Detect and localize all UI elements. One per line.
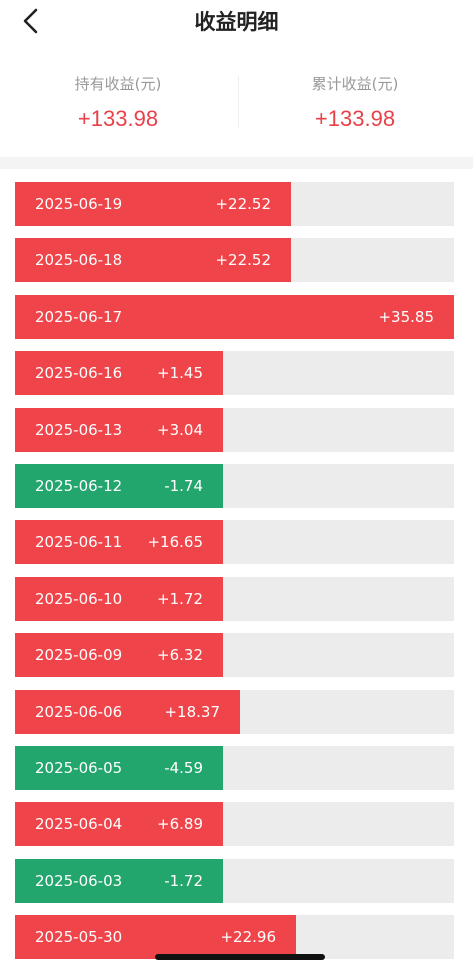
row-date: 2025-06-17 — [35, 307, 123, 326]
total-earnings: 累计收益(元) +133.98 — [237, 64, 473, 132]
row-date: 2025-06-18 — [35, 251, 123, 270]
earnings-row[interactable]: 2025-05-30 +22.96 — [15, 915, 454, 960]
earnings-row[interactable]: 2025-06-12 -1.74 — [15, 463, 454, 508]
holding-earnings-value: +133.98 — [77, 106, 159, 131]
row-date: 2025-06-10 — [35, 589, 123, 608]
earnings-bar: 2025-05-30 +22.96 — [15, 915, 296, 960]
earnings-bar: 2025-06-05 -4.59 — [15, 745, 223, 790]
earnings-bar: 2025-06-17 +35.85 — [15, 294, 454, 339]
summary-divider — [238, 76, 239, 128]
holding-earnings: 持有收益(元) +133.98 — [0, 64, 236, 132]
earnings-row[interactable]: 2025-06-05 -4.59 — [15, 745, 454, 790]
earnings-bar: 2025-06-19 +22.52 — [15, 182, 291, 226]
row-date: 2025-06-12 — [35, 476, 123, 495]
holding-earnings-label: 持有收益(元) — [74, 75, 162, 93]
earnings-list: 2025-06-19 +22.52 2025-06-18 +22.52 2025-06-… — [15, 182, 454, 971]
earnings-row[interactable]: 2025-06-18 +22.52 — [15, 238, 454, 283]
row-date: 2025-06-13 — [35, 420, 123, 439]
earnings-row[interactable]: 2025-06-13 +3.04 — [15, 407, 454, 452]
earnings-bar: 2025-06-18 +22.52 — [15, 238, 291, 283]
row-amount: +6.32 — [157, 646, 203, 665]
row-amount: +22.96 — [220, 928, 276, 947]
earnings-row[interactable]: 2025-06-17 +35.85 — [15, 294, 454, 339]
row-amount: +6.89 — [157, 815, 203, 834]
row-date: 2025-06-05 — [35, 758, 123, 777]
earnings-row[interactable]: 2025-06-03 -1.72 — [15, 858, 454, 903]
row-amount: +22.52 — [215, 195, 271, 213]
earnings-bar: 2025-06-09 +6.32 — [15, 633, 223, 678]
earnings-row[interactable]: 2025-06-10 +1.72 — [15, 576, 454, 621]
total-earnings-value: +133.98 — [314, 106, 396, 131]
earnings-row[interactable]: 2025-06-04 +6.89 — [15, 802, 454, 847]
earnings-row[interactable]: 2025-06-19 +22.52 — [15, 182, 454, 226]
row-date: 2025-06-06 — [35, 702, 123, 721]
row-amount: +35.85 — [378, 307, 434, 326]
earnings-row[interactable]: 2025-06-11 +16.65 — [15, 520, 454, 565]
row-amount: -4.59 — [164, 758, 203, 777]
app-header: 收益明细 — [0, 0, 473, 44]
earnings-bar: 2025-06-16 +1.45 — [15, 351, 223, 396]
row-amount: +18.37 — [164, 702, 220, 721]
page-title: 收益明细 — [194, 10, 279, 34]
row-amount: -1.72 — [164, 871, 203, 890]
section-gap — [0, 157, 473, 169]
total-earnings-label: 累计收益(元) — [311, 75, 399, 93]
row-amount: +22.52 — [215, 251, 271, 270]
back-button[interactable] — [16, 6, 46, 36]
earnings-summary: 持有收益(元) +133.98 累计收益(元) +133.98 — [0, 64, 473, 154]
row-date: 2025-05-30 — [35, 928, 123, 947]
earnings-row[interactable]: 2025-06-09 +6.32 — [15, 633, 454, 678]
row-amount: +16.65 — [147, 533, 203, 552]
earnings-bar: 2025-06-03 -1.72 — [15, 858, 223, 903]
row-date: 2025-06-04 — [35, 815, 123, 834]
row-date: 2025-06-03 — [35, 871, 123, 890]
earnings-bar: 2025-06-06 +18.37 — [15, 689, 240, 734]
chevron-left-icon — [23, 8, 38, 34]
earnings-bar: 2025-06-13 +3.04 — [15, 407, 223, 452]
row-amount: +1.72 — [157, 589, 203, 608]
earnings-bar: 2025-06-04 +6.89 — [15, 802, 223, 847]
earnings-row[interactable]: 2025-06-06 +18.37 — [15, 689, 454, 734]
row-date: 2025-06-19 — [35, 195, 123, 213]
row-amount: +3.04 — [157, 420, 203, 439]
earnings-bar: 2025-06-12 -1.74 — [15, 463, 223, 508]
row-amount: -1.74 — [164, 476, 203, 495]
row-date: 2025-06-09 — [35, 646, 123, 665]
row-amount: +1.45 — [157, 364, 203, 383]
home-indicator — [155, 954, 325, 960]
row-date: 2025-06-11 — [35, 533, 123, 552]
earnings-row[interactable]: 2025-06-16 +1.45 — [15, 351, 454, 396]
earnings-bar: 2025-06-11 +16.65 — [15, 520, 223, 565]
row-date: 2025-06-16 — [35, 364, 123, 383]
earnings-bar: 2025-06-10 +1.72 — [15, 576, 223, 621]
